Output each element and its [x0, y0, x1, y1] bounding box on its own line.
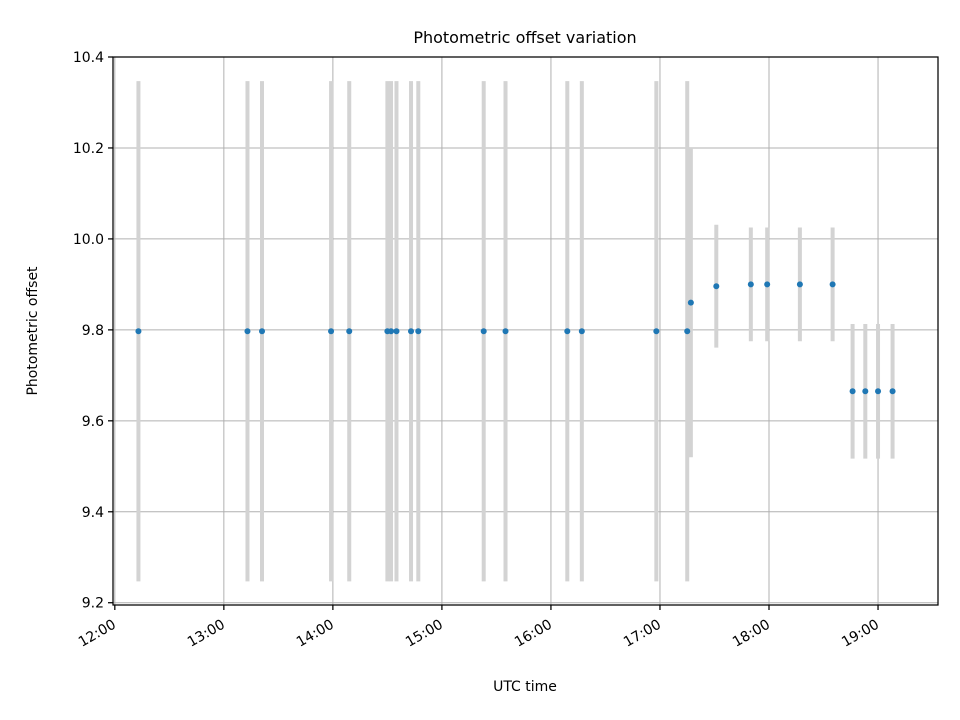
y-tick-label: 10.0: [73, 232, 104, 248]
x-tick-label: 14:00: [294, 617, 337, 651]
error-bars: [136, 81, 895, 582]
x-axis-label: UTC time: [493, 679, 557, 695]
y-tick-label: 9.2: [82, 596, 104, 612]
y-tick-label: 10.4: [73, 50, 104, 66]
y-axis-label: Photometric offset: [25, 266, 41, 396]
y-tick-label: 9.4: [82, 505, 104, 521]
data-point: [578, 328, 585, 335]
data-point: [346, 328, 353, 335]
y-axis-ticks: 9.2 9.4 9.6 9.8 10.0 10.2 10.4: [73, 50, 113, 612]
data-point: [687, 299, 694, 306]
data-point: [328, 328, 335, 335]
x-tick-label: 19:00: [839, 617, 882, 651]
x-tick-label: 18:00: [730, 617, 773, 651]
grid: [113, 56, 938, 605]
data-point: [747, 281, 754, 288]
data-point: [415, 328, 422, 335]
data-point: [244, 328, 251, 335]
data-point: [259, 328, 266, 335]
data-point: [764, 281, 771, 288]
data-points: [135, 281, 896, 395]
chart-title: Photometric offset variation: [413, 28, 636, 47]
x-tick-label: 12:00: [76, 617, 119, 651]
data-point: [653, 328, 660, 335]
y-tick-label: 10.2: [73, 141, 104, 157]
data-point: [796, 281, 803, 288]
data-point: [564, 328, 571, 335]
data-point: [862, 388, 869, 395]
data-point: [713, 283, 720, 290]
data-point: [684, 328, 691, 335]
data-point: [502, 328, 509, 335]
data-point: [408, 328, 415, 335]
y-tick-label: 9.8: [82, 323, 104, 339]
x-tick-label: 15:00: [403, 617, 446, 651]
x-axis-ticks: 12:00 13:00 14:00 15:00 16:00 17:00 18:00 19:00: [76, 605, 882, 651]
x-tick-label: 17:00: [621, 617, 664, 651]
data-point: [135, 328, 142, 335]
data-point: [829, 281, 836, 288]
data-point: [480, 328, 487, 335]
data-point: [875, 388, 882, 395]
data-point: [393, 328, 400, 335]
x-tick-label: 16:00: [512, 617, 555, 651]
x-tick-label: 13:00: [185, 617, 228, 651]
data-point: [889, 388, 896, 395]
data-point: [849, 388, 856, 395]
data-point: [388, 328, 395, 335]
y-tick-label: 9.6: [82, 414, 104, 430]
plot-frame: [112, 56, 939, 606]
